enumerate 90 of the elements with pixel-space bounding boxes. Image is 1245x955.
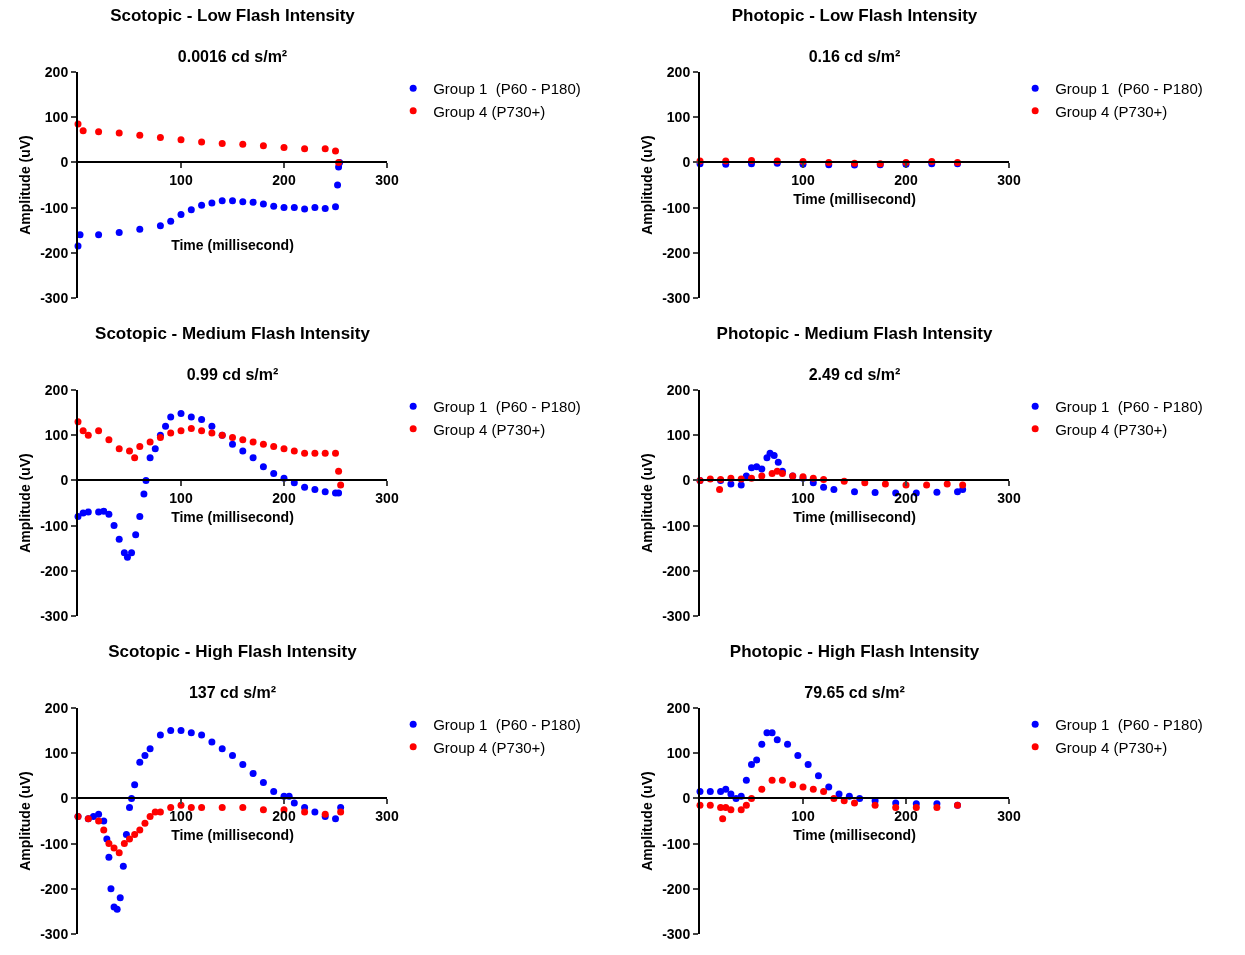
y-axis-title: Amplitude (uV) xyxy=(17,135,34,235)
legend-label: Group 4 (P730+) xyxy=(1055,738,1168,756)
x-tick-label: 300 xyxy=(375,172,399,189)
chart-title: Photopic - Low Flash Intensity xyxy=(731,6,978,26)
chart-title: Photopic - Medium Flash Intensity xyxy=(716,324,993,344)
y-tick-label: -100 xyxy=(662,199,691,216)
y-tick-label: -100 xyxy=(40,517,69,534)
y-tick-label: -300 xyxy=(662,607,691,624)
y-tick-label: 0 xyxy=(682,472,691,489)
x-tick-label: 100 xyxy=(791,808,815,825)
y-tick-label: 0 xyxy=(60,154,69,171)
x-tick-label: 100 xyxy=(169,172,193,189)
legend-label: Group 1 (P60 - P180) xyxy=(433,398,581,416)
y-tick-label: -300 xyxy=(40,607,69,624)
y-tick-label: 0 xyxy=(60,790,69,807)
x-tick-label: 100 xyxy=(169,490,193,507)
chart-subtitle: 0.16 cd s/m² xyxy=(808,48,901,66)
y-axis-title: Amplitude (uV) xyxy=(639,453,656,553)
y-tick-label: 0 xyxy=(682,154,691,171)
chart-subtitle: 0.99 cd s/m² xyxy=(186,366,279,384)
chart-title: Scotopic - Low Flash Intensity xyxy=(110,6,356,26)
x-axis-title: Time (millisecond) xyxy=(793,827,916,843)
y-tick-label: -100 xyxy=(662,517,691,534)
y-tick-label: 100 xyxy=(666,745,691,762)
x-tick-label: 300 xyxy=(375,808,399,825)
x-tick-label: 300 xyxy=(997,490,1021,507)
x-tick-label: 100 xyxy=(169,808,193,825)
legend-label: Group 4 (P730+) xyxy=(433,102,546,120)
x-axis-title: Time (millisecond) xyxy=(171,827,294,843)
y-tick-label: -300 xyxy=(662,289,691,306)
chart-subtitle: 137 cd s/m² xyxy=(188,684,277,702)
legend-label: Group 4 (P730+) xyxy=(433,738,546,756)
y-tick-label: -200 xyxy=(40,562,69,579)
chart-title: Photopic - High Flash Intensity xyxy=(729,642,980,662)
y-tick-label: 100 xyxy=(44,745,69,762)
y-tick-label: 100 xyxy=(44,109,69,126)
x-tick-label: 200 xyxy=(272,490,296,507)
y-tick-label: -300 xyxy=(662,925,691,942)
x-tick-label: 200 xyxy=(894,490,918,507)
chart-title: Scotopic - Medium Flash Intensity xyxy=(95,324,371,344)
y-tick-label: -200 xyxy=(40,244,69,261)
y-tick-label: -200 xyxy=(662,880,691,897)
x-tick-label: 200 xyxy=(272,172,296,189)
legend-label: Group 4 (P730+) xyxy=(433,420,546,438)
y-tick-label: 100 xyxy=(44,427,69,444)
legend-label: Group 4 (P730+) xyxy=(1055,102,1168,120)
y-axis-title: Amplitude (uV) xyxy=(639,771,656,871)
y-tick-label: 200 xyxy=(44,699,69,716)
y-tick-label: -100 xyxy=(40,199,69,216)
y-axis-title: Amplitude (uV) xyxy=(17,453,34,553)
y-tick-label: -100 xyxy=(40,835,69,852)
y-tick-label: -100 xyxy=(662,835,691,852)
y-tick-label: 200 xyxy=(666,381,691,398)
y-tick-label: 200 xyxy=(44,381,69,398)
legend-label: Group 1 (P60 - P180) xyxy=(1055,80,1203,98)
x-axis-title: Time (millisecond) xyxy=(793,509,916,525)
x-tick-label: 300 xyxy=(997,808,1021,825)
chart-subtitle: 79.65 cd s/m² xyxy=(804,684,905,702)
y-tick-label: -200 xyxy=(40,880,69,897)
y-axis-title: Amplitude (uV) xyxy=(17,771,34,871)
y-tick-label: 100 xyxy=(666,109,691,126)
y-tick-label: 200 xyxy=(44,63,69,80)
x-axis-title: Time (millisecond) xyxy=(793,191,916,207)
x-tick-label: 300 xyxy=(997,172,1021,189)
y-tick-label: 200 xyxy=(666,699,691,716)
chart-subtitle: 0.0016 cd s/m² xyxy=(177,48,288,66)
y-tick-label: 0 xyxy=(60,472,69,489)
x-tick-label: 100 xyxy=(791,172,815,189)
chart-title: Scotopic - High Flash Intensity xyxy=(108,642,358,662)
chart-subtitle: 2.49 cd s/m² xyxy=(808,366,901,384)
x-tick-label: 100 xyxy=(791,490,815,507)
y-axis-title: Amplitude (uV) xyxy=(639,135,656,235)
x-tick-label: 200 xyxy=(894,172,918,189)
y-tick-label: -300 xyxy=(40,289,69,306)
y-tick-label: 200 xyxy=(666,63,691,80)
x-tick-label: 300 xyxy=(375,490,399,507)
legend-label: Group 4 (P730+) xyxy=(1055,420,1168,438)
legend-label: Group 1 (P60 - P180) xyxy=(1055,398,1203,416)
y-tick-label: -200 xyxy=(662,244,691,261)
legend-label: Group 1 (P60 - P180) xyxy=(433,716,581,734)
x-tick-label: 200 xyxy=(272,808,296,825)
y-tick-label: 100 xyxy=(666,427,691,444)
x-axis-title: Time (millisecond) xyxy=(171,236,294,253)
legend-label: Group 1 (P60 - P180) xyxy=(433,80,581,98)
y-tick-label: -300 xyxy=(40,925,69,942)
legend-label: Group 1 (P60 - P180) xyxy=(1055,716,1203,734)
x-tick-label: 200 xyxy=(894,808,918,825)
y-tick-label: 0 xyxy=(682,790,691,807)
y-tick-label: -200 xyxy=(662,562,691,579)
x-axis-title: Time (millisecond) xyxy=(171,509,294,525)
